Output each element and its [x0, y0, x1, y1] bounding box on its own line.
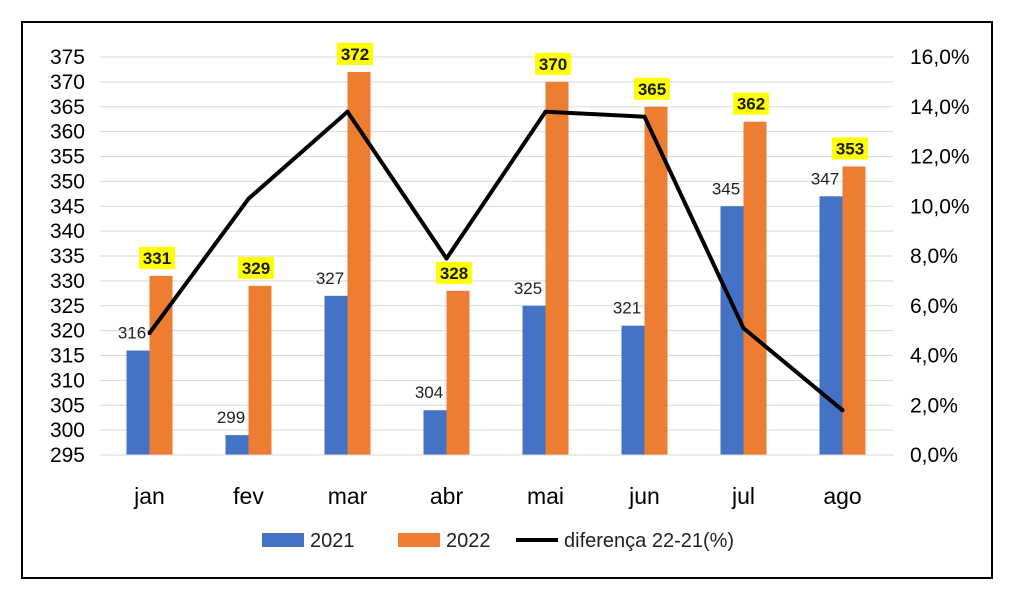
axes: 3753703653603553503453403353303253203153… [50, 46, 970, 509]
left-axis-tick-label: 315 [50, 345, 85, 368]
gridlines [100, 56, 893, 456]
left-axis-tick-label: 300 [50, 419, 85, 442]
right-axis-tick-label: 8,0% [910, 245, 958, 268]
difference-line [147, 109, 845, 413]
left-axis-tick-label: 370 [50, 71, 85, 94]
legend-label-2021: 2021 [310, 530, 355, 552]
right-axis-tick-label: 6,0% [910, 295, 958, 318]
data-label-2021: 347 [811, 169, 839, 188]
data-label-2022: 328 [440, 264, 468, 283]
bar-2021 [522, 305, 546, 455]
data-label-2021: 345 [712, 179, 740, 198]
x-axis-category-label: jan [133, 483, 165, 509]
left-axis-tick-label: 330 [50, 270, 85, 293]
left-axis-tick-label: 335 [50, 245, 85, 268]
bar-2021 [621, 325, 645, 455]
bar-2021 [225, 435, 249, 455]
right-axis-tick-label: 4,0% [910, 345, 958, 368]
bar-2022 [248, 285, 272, 455]
left-axis-tick-label: 355 [50, 146, 85, 169]
data-label-2022: 372 [341, 45, 369, 64]
difference-series-line [147, 109, 844, 412]
bar-2021 [720, 206, 744, 455]
difference-point [840, 408, 845, 413]
left-axis-tick-label: 360 [50, 121, 85, 144]
left-axis-tick-label: 325 [50, 295, 85, 318]
data-label-2021: 299 [217, 408, 245, 427]
left-axis-tick-label: 305 [50, 394, 85, 417]
data-label-2021: 325 [514, 279, 542, 298]
data-label-2022-highlight [436, 261, 472, 284]
x-axis-category-label: jun [628, 483, 660, 509]
difference-point [246, 196, 251, 201]
right-axis-tick-label: 14,0% [910, 96, 970, 119]
data-label-2022-highlight [238, 256, 274, 279]
data-label-2022-highlight [139, 246, 175, 269]
bar-2022 [149, 275, 173, 455]
legend-swatch-2022 [398, 533, 440, 547]
bar-2022 [446, 290, 470, 455]
difference-point [147, 331, 152, 336]
data-label-2022: 365 [638, 80, 666, 99]
bar-2022 [347, 71, 371, 456]
right-axis-tick-label: 16,0% [910, 46, 970, 69]
left-axis-tick-label: 375 [50, 46, 85, 69]
x-axis-category-label: abr [430, 483, 464, 509]
left-axis-tick-label: 350 [50, 170, 85, 193]
x-axis-category-label: ago [823, 483, 861, 509]
difference-point [444, 256, 449, 261]
bar-2022 [743, 121, 767, 456]
left-axis-tick-label: 295 [50, 444, 85, 467]
left-axis-tick-label: 340 [50, 220, 85, 243]
right-axis-tick-label: 12,0% [910, 146, 970, 169]
data-label-2022: 370 [539, 55, 567, 74]
data-label-2022-highlight [337, 42, 373, 65]
bar-2022 [842, 166, 866, 455]
right-axis-tick-label: 0,0% [910, 444, 958, 467]
data-label-2022-highlight [733, 92, 769, 115]
left-axis-tick-label: 320 [50, 320, 85, 343]
left-axis-tick-label: 345 [50, 195, 85, 218]
data-label-2021: 327 [316, 269, 344, 288]
right-axis-tick-label: 2,0% [910, 394, 958, 417]
data-label-2022-highlight [832, 137, 868, 160]
x-axis-category-label: jul [731, 483, 755, 509]
x-axis-category-label: fev [233, 483, 264, 509]
bar-2022 [545, 81, 569, 455]
legend-label-difference: diferença 22-21(%) [564, 530, 734, 552]
left-axis-tick-label: 365 [50, 96, 85, 119]
data-label-2021: 321 [613, 299, 641, 318]
data-label-2022-highlight [634, 77, 670, 100]
data-label-2021: 316 [118, 324, 146, 343]
bar-2021 [819, 196, 843, 456]
bar-2021 [324, 295, 348, 455]
legend: 2021 2022 diferença 22-21(%) [262, 530, 734, 552]
data-labels: 316 331 299 329 327 372 304 328 325 370 321 365 345 3… [118, 42, 868, 427]
data-label-2021: 304 [415, 383, 443, 402]
legend-label-2022: 2022 [446, 530, 491, 552]
data-label-2022: 362 [737, 95, 765, 114]
x-axis-category-label: mar [328, 483, 368, 509]
legend-swatch-2021 [262, 533, 304, 547]
bar-2021 [423, 410, 447, 455]
bar-2021 [126, 350, 150, 455]
bar-2022 [644, 106, 668, 455]
bars [126, 71, 866, 456]
data-label-2022: 329 [242, 259, 270, 278]
data-label-2022: 353 [836, 139, 864, 158]
left-axis-tick-label: 310 [50, 369, 85, 392]
x-axis-category-label: mai [527, 483, 564, 509]
right-axis-tick-label: 10,0% [910, 195, 970, 218]
difference-point [642, 114, 647, 119]
data-label-2022: 331 [143, 249, 171, 268]
difference-point [741, 326, 746, 331]
difference-point [543, 109, 548, 114]
data-label-2022-highlight [535, 52, 571, 75]
difference-point [345, 109, 350, 114]
